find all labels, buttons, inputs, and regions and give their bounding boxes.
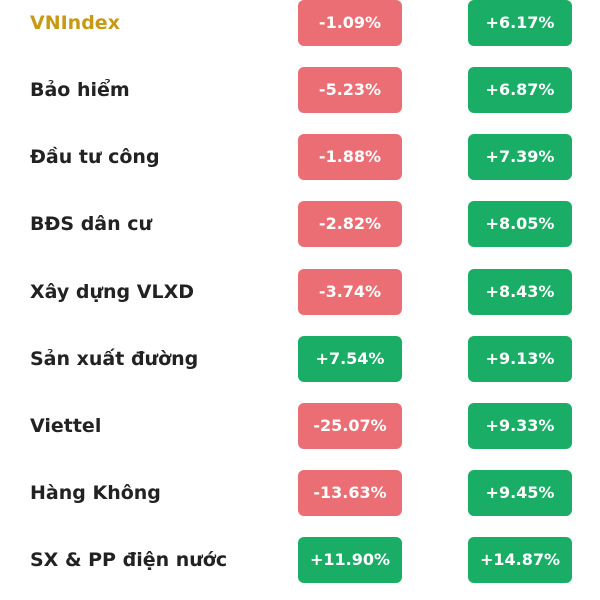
list-item[interactable]: Hàng Không -13.63% +9.45% — [0, 470, 600, 516]
change-badge-col1: -13.63% — [298, 470, 402, 516]
change-badge-col2: +9.45% — [468, 470, 572, 516]
change-badge-col1: -3.74% — [298, 269, 402, 315]
change-badge-col1: -5.23% — [298, 67, 402, 113]
change-badge-col2: +6.87% — [468, 67, 572, 113]
list-item[interactable]: Sản xuất đường +7.54% +9.13% — [0, 336, 600, 382]
row-name: Đầu tư công — [30, 146, 160, 168]
change-badge-col2: +9.33% — [468, 403, 572, 449]
row-name: Hàng Không — [30, 482, 161, 504]
row-name: Viettel — [30, 415, 102, 437]
row-name: VNIndex — [30, 12, 120, 34]
row-name: Bảo hiểm — [30, 79, 130, 101]
list-item[interactable]: VNIndex -1.09% +6.17% — [0, 0, 600, 46]
change-badge-col1: -2.82% — [298, 201, 402, 247]
list-item[interactable]: Viettel -25.07% +9.33% — [0, 403, 600, 449]
change-badge-col2: +7.39% — [468, 134, 572, 180]
change-badge-col2: +8.05% — [468, 201, 572, 247]
change-badge-col1: -25.07% — [298, 403, 402, 449]
list-item[interactable]: Đầu tư công -1.88% +7.39% — [0, 134, 600, 180]
change-badge-col1: +11.90% — [298, 537, 402, 583]
change-badge-col1: -1.88% — [298, 134, 402, 180]
list-item[interactable]: Xây dựng VLXD -3.74% +8.43% — [0, 269, 600, 315]
row-name: SX & PP điện nước — [30, 549, 228, 571]
row-name: Xây dựng VLXD — [30, 281, 194, 303]
change-badge-col2: +8.43% — [468, 269, 572, 315]
change-badge-col2: +6.17% — [468, 0, 572, 46]
change-badge-col1: -1.09% — [298, 0, 402, 46]
row-name: BĐS dân cư — [30, 213, 153, 235]
list-item[interactable]: BĐS dân cư -2.82% +8.05% — [0, 201, 600, 247]
change-badge-col2: +9.13% — [468, 336, 572, 382]
change-badge-col1: +7.54% — [298, 336, 402, 382]
row-name: Sản xuất đường — [30, 348, 199, 370]
list-item[interactable]: Bảo hiểm -5.23% +6.87% — [0, 67, 600, 113]
change-badge-col2: +14.87% — [468, 537, 572, 583]
list-item[interactable]: SX & PP điện nước +11.90% +14.87% — [0, 537, 600, 583]
